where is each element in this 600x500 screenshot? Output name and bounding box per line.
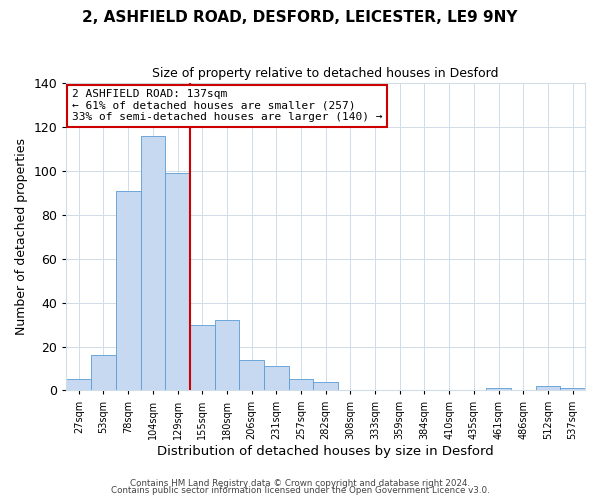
Bar (486, 388, 511, 390)
Bar (536, 386, 560, 390)
Bar (116, 190, 140, 390)
Bar (165, 173, 190, 390)
Bar (264, 366, 289, 390)
Bar (560, 388, 585, 390)
Bar (140, 136, 165, 390)
X-axis label: Distribution of detached houses by size in Desford: Distribution of detached houses by size … (157, 444, 494, 458)
Y-axis label: Number of detached properties: Number of detached properties (15, 138, 28, 335)
Bar (239, 360, 264, 390)
Bar (215, 320, 239, 390)
Text: Contains HM Land Registry data © Crown copyright and database right 2024.: Contains HM Land Registry data © Crown c… (130, 478, 470, 488)
Text: 2 ASHFIELD ROAD: 137sqm
← 61% of detached houses are smaller (257)
33% of semi-d: 2 ASHFIELD ROAD: 137sqm ← 61% of detache… (71, 89, 382, 122)
Title: Size of property relative to detached houses in Desford: Size of property relative to detached ho… (152, 68, 499, 80)
Bar (91, 356, 116, 390)
Bar (313, 382, 338, 390)
Text: Contains public sector information licensed under the Open Government Licence v3: Contains public sector information licen… (110, 486, 490, 495)
Bar (190, 324, 215, 390)
Bar (67, 380, 91, 390)
Text: 2, ASHFIELD ROAD, DESFORD, LEICESTER, LE9 9NY: 2, ASHFIELD ROAD, DESFORD, LEICESTER, LE… (82, 10, 518, 25)
Bar (289, 380, 313, 390)
